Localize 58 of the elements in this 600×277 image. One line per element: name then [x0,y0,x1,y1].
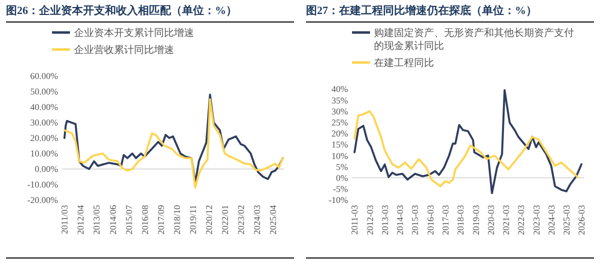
x-tick-label: 2023-03 [531,204,542,235]
y-tick-label: 25% [332,118,348,128]
x-tick-label: 2025/04 [268,204,278,235]
y-tick-label: 0% [336,173,348,183]
chart-title: 图26：企业资本开支和收入相匹配（单位：%） [6,4,237,17]
x-tick-label: 2012-03 [364,204,375,235]
y-tick-label: -10.00% [27,180,58,190]
x-tick-label: 2020-03 [486,204,496,235]
line-series [354,110,579,188]
x-tick-label: 2023/02 [236,205,246,235]
x-tick-label: 2015-03 [410,204,420,235]
y-tick-label: 35% [332,95,348,106]
y-tick-label: 20.00% [30,133,58,144]
x-tick-label: 2024-03 [546,204,556,235]
x-tick-label: 2013-03 [380,204,390,235]
x-tick-label: 2012/04 [76,204,86,235]
legend-label: 企业营收累计同比增速 [74,44,174,56]
y-tick-label: -10% [328,195,348,206]
x-tick-label: 2025-03 [562,204,572,235]
y-tick-label: -20.00% [27,195,58,206]
y-tick-label: 40.00% [30,102,58,112]
y-tick-label: 10% [332,150,348,161]
x-tick-label: 2014-03 [395,204,406,235]
y-tick-label: 15% [332,140,348,150]
y-tick-label: 0.00% [34,164,58,174]
x-tick-label: 2017/09 [156,204,166,235]
y-tick-label: 30.00% [30,118,58,128]
x-tick-label: 2016-03 [425,204,436,235]
chart-title: 图27：在建工程同比增速仍在探底（单位：%） [306,4,537,17]
y-tick-label: 5% [336,162,348,172]
x-tick-label: 2018-03 [456,204,466,235]
x-tick-label: 2019/11 [188,205,198,234]
x-tick-label: 2016/08 [140,204,150,235]
x-tick-label: 2017-03 [440,204,451,235]
x-tick-label: 2011-03 [350,204,360,235]
x-tick-label: 2019-03 [470,204,481,235]
x-tick-label: 2021-03 [501,204,512,235]
y-tick-label: 50.00% [30,86,58,97]
x-tick-label: 2018/10 [172,204,182,235]
y-tick-label: -5% [333,184,348,194]
y-tick-label: 20% [332,128,348,139]
x-tick-label: 2022/01 [220,205,230,235]
y-tick-label: 30% [332,106,348,116]
legend-label: 企业资本开支累计同比增速 [74,27,194,39]
legend-label: 在建工程同比 [374,57,434,69]
x-tick-label: 2011/03 [60,204,70,234]
y-tick-label: 10.00% [30,148,58,159]
x-tick-label: 2020/12 [204,205,214,235]
x-tick-label: 2026-03 [576,204,587,235]
y-tick-label: 60.00% [30,71,58,82]
legend-label: 购建固定资产、无形资产和其他长期资产支付的现金累计同比 [374,27,574,52]
x-tick-label: 2024/03 [252,204,262,235]
x-tick-label: 2022-03 [516,204,526,235]
x-tick-label: 2014/06 [108,204,118,235]
y-tick-label: 40% [332,84,348,94]
x-tick-label: 2015/07 [124,204,134,235]
line-series [354,89,582,194]
x-tick-label: 2013/05 [92,204,102,235]
